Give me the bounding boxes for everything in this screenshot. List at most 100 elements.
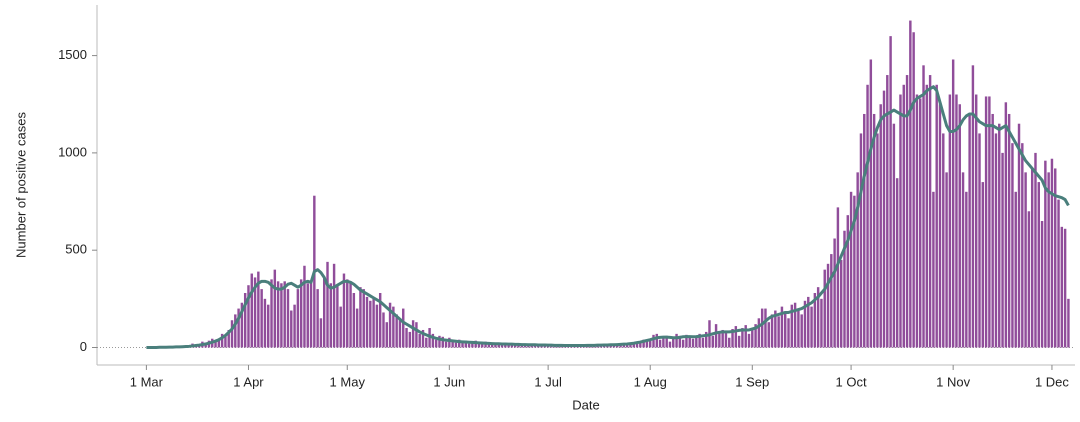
bar [487, 343, 491, 348]
bar [263, 298, 267, 348]
bar [444, 341, 448, 348]
bar [839, 259, 843, 348]
bar [895, 178, 899, 348]
bar [418, 333, 421, 348]
bar [612, 345, 616, 348]
bar [701, 337, 705, 348]
bar [681, 339, 685, 348]
bar [955, 94, 958, 348]
bar [530, 345, 533, 348]
bar [958, 104, 961, 348]
bar [846, 215, 850, 348]
bar [981, 182, 985, 348]
bar [1034, 152, 1037, 348]
bar [388, 302, 392, 348]
bar [217, 339, 221, 348]
bar [780, 306, 784, 348]
bar [741, 328, 744, 348]
bar [1060, 226, 1064, 348]
bar [764, 308, 767, 348]
bar [375, 304, 379, 348]
bar [369, 300, 372, 348]
bar [372, 298, 375, 348]
y-tick-label: 500 [65, 242, 87, 257]
bar [925, 84, 929, 348]
bar [642, 339, 645, 348]
bar [402, 308, 405, 348]
bar [342, 273, 346, 348]
bar [905, 75, 909, 348]
bar [928, 75, 932, 348]
bar [451, 339, 454, 348]
bar [309, 281, 313, 348]
bar [326, 261, 329, 348]
bar [961, 172, 965, 348]
bar [316, 289, 319, 348]
bar [441, 336, 444, 348]
bar [1021, 143, 1024, 348]
bar [919, 98, 922, 348]
bar [695, 335, 698, 348]
bar [922, 65, 925, 348]
bar [415, 322, 418, 348]
bar [336, 285, 339, 348]
bar [714, 324, 718, 348]
bar [807, 296, 810, 348]
bar [293, 304, 296, 348]
bar [942, 133, 945, 348]
bar [830, 254, 833, 348]
bar [1047, 172, 1050, 348]
x-tick-label: 1 Dec [1035, 374, 1069, 389]
bar [859, 133, 863, 348]
x-tick-label: 1 Jul [534, 374, 562, 389]
bar [464, 340, 468, 348]
bar [770, 314, 774, 348]
bar [810, 306, 813, 348]
bar [273, 269, 277, 348]
bar [853, 195, 856, 348]
bar [280, 283, 283, 348]
bar [635, 341, 639, 348]
bar [767, 322, 770, 348]
bar [395, 314, 398, 348]
bar [619, 344, 622, 348]
bar [793, 302, 797, 348]
bar [737, 335, 741, 348]
bar [296, 289, 300, 348]
bar [978, 133, 981, 348]
x-tick-label: 1 Aug [634, 374, 667, 389]
bar [1014, 191, 1017, 348]
bar [974, 94, 978, 348]
bar [652, 334, 655, 348]
bar [408, 331, 412, 348]
bar [909, 20, 912, 348]
bar [734, 326, 738, 348]
bar [797, 308, 800, 348]
bar [685, 334, 688, 348]
bar [655, 333, 659, 348]
bar [438, 335, 441, 348]
bar [787, 318, 790, 348]
bar [751, 329, 754, 348]
bar [965, 191, 968, 348]
bar [935, 84, 938, 348]
bar [1004, 102, 1008, 348]
bar [863, 113, 866, 348]
bar [665, 335, 668, 348]
bar [467, 343, 471, 348]
x-tick-label: 1 Apr [233, 374, 264, 389]
bar [1024, 172, 1027, 348]
bar [1063, 228, 1067, 348]
bar [856, 172, 859, 348]
bar [662, 336, 665, 348]
bar [991, 113, 994, 348]
bar [322, 277, 326, 348]
bar [625, 344, 629, 348]
bar [339, 306, 342, 348]
bar [398, 318, 402, 348]
bar [290, 310, 293, 348]
bar [836, 207, 840, 348]
bar [820, 298, 823, 348]
bar [283, 281, 286, 348]
